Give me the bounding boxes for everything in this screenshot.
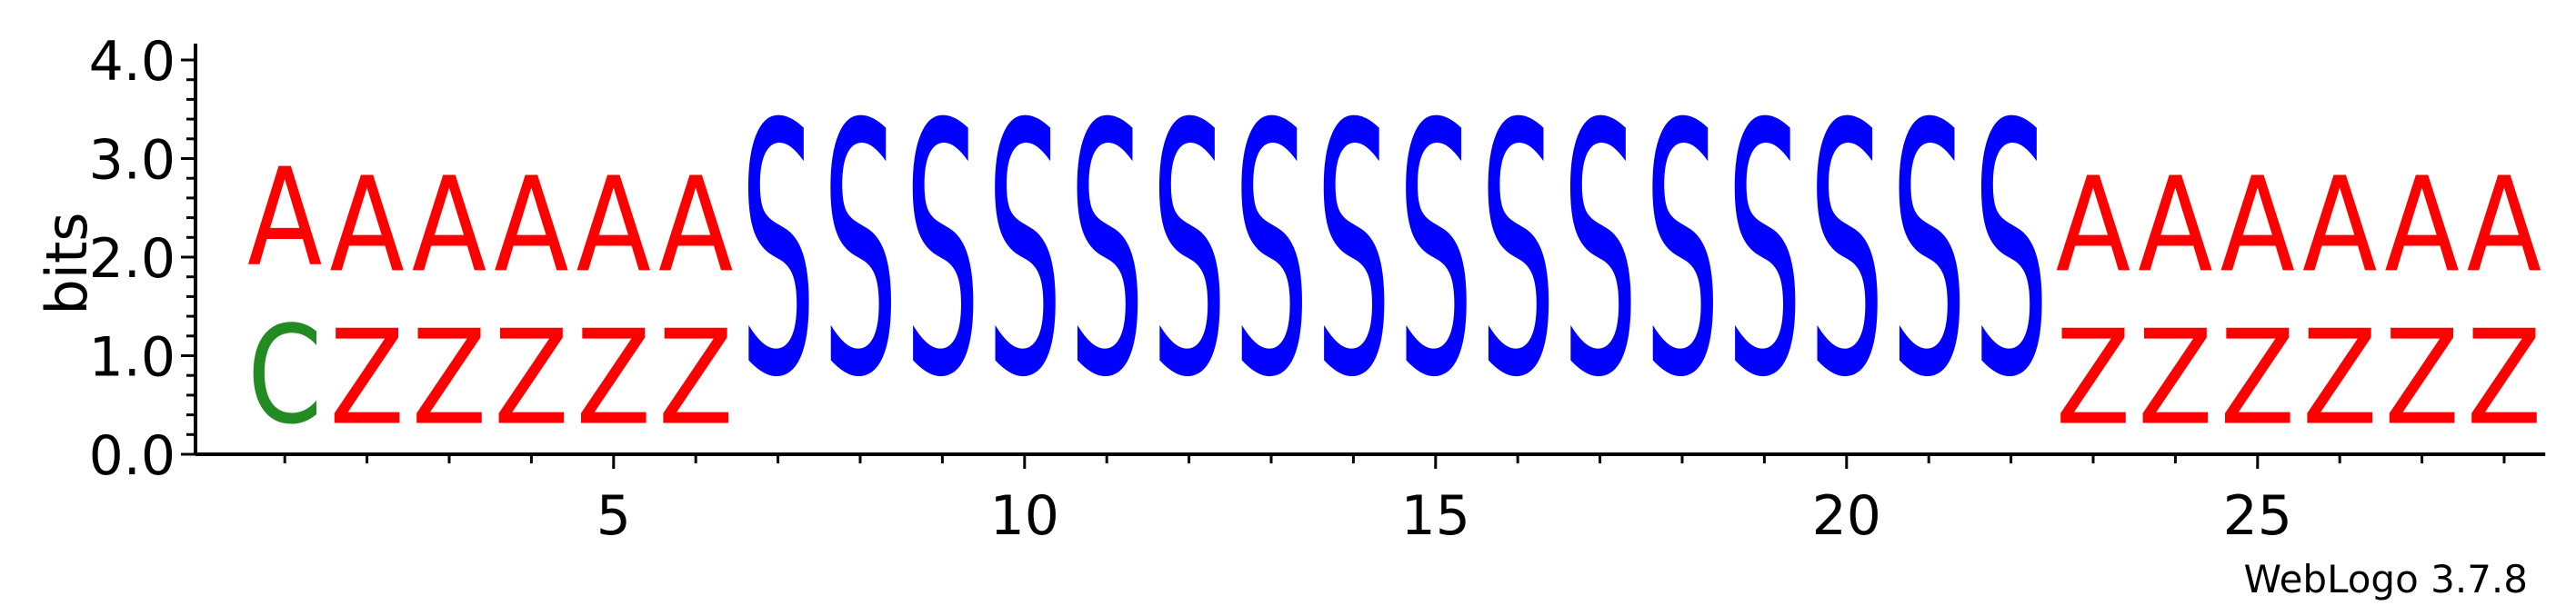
logo-letter-a: A (2056, 150, 2130, 302)
x-tick-label: 20 (1812, 484, 1881, 548)
logo-letter-z: Z (2056, 303, 2130, 454)
logo-letter-z: Z (412, 303, 486, 454)
logo-letter-s: S (987, 50, 1062, 452)
logo-letter-a: A (576, 150, 651, 302)
logo-letter-a: A (2138, 150, 2212, 302)
logo-letter-z: Z (2220, 303, 2295, 454)
y-tick-label: 1.0 (89, 326, 175, 390)
logo-letter-s: S (1727, 50, 1801, 452)
logo-letter-a: A (2384, 150, 2459, 302)
y-axis: 0.0 1.0 2.0 3.0 4.0 (89, 30, 197, 488)
logo-letter-a: A (329, 150, 404, 302)
x-tick-label: 15 (1401, 484, 1470, 548)
logo-letter-a: A (494, 150, 568, 302)
logo-letter-s: S (1480, 50, 1555, 452)
logo-letter-a: A (412, 150, 486, 302)
logo-letter-s: S (1809, 50, 1884, 452)
x-tick-label: 5 (596, 484, 631, 548)
y-axis-label: bits (34, 212, 100, 314)
weblogo-credit: WebLogo 3.7.8 (2244, 557, 2529, 601)
logo-letter-a: A (658, 150, 733, 302)
logo-letter-s: S (905, 50, 979, 452)
y-tick-label: 4.0 (89, 30, 175, 94)
logo-letter-z: Z (2138, 303, 2212, 454)
logo-letter-s: S (1891, 50, 1966, 452)
logo-letter-s: S (1316, 50, 1390, 452)
logo-letter-s: S (823, 50, 897, 452)
y-tick-label: 3.0 (89, 129, 175, 193)
logo-letter-s: S (1234, 50, 1308, 452)
logo-letter-s: S (1645, 50, 1719, 452)
logo-letter-a: A (247, 140, 322, 296)
logo-letter-s: S (1562, 50, 1637, 452)
logo-letter-s: S (1069, 50, 1144, 452)
logo-letter-z: Z (494, 303, 568, 454)
logo-letter-s: S (740, 50, 815, 452)
x-tick-label: 25 (2223, 484, 2292, 548)
x-axis: 5 10 15 20 25 (195, 452, 2546, 548)
logo-letter-z: Z (576, 303, 651, 454)
logo-letter-a: A (2302, 150, 2377, 302)
logo-letter-z: Z (2384, 303, 2459, 454)
logo-letter-a: A (2220, 150, 2295, 302)
logo-letter-s: S (1151, 50, 1226, 452)
x-tick-label: 10 (990, 484, 1059, 548)
y-tick-label: 0.0 (89, 424, 175, 488)
logo-letter-z: Z (658, 303, 733, 454)
logo-letter-a: A (2467, 150, 2541, 302)
y-tick-label: 2.0 (89, 227, 175, 291)
logo-letter-z: Z (329, 303, 404, 454)
logo-letter-s: S (1398, 50, 1473, 452)
logo-letter-c: C (247, 297, 322, 454)
logo-letter-z: Z (2467, 303, 2541, 454)
logo-letter-s: S (1973, 50, 2048, 452)
logo-letter-z: Z (2302, 303, 2377, 454)
